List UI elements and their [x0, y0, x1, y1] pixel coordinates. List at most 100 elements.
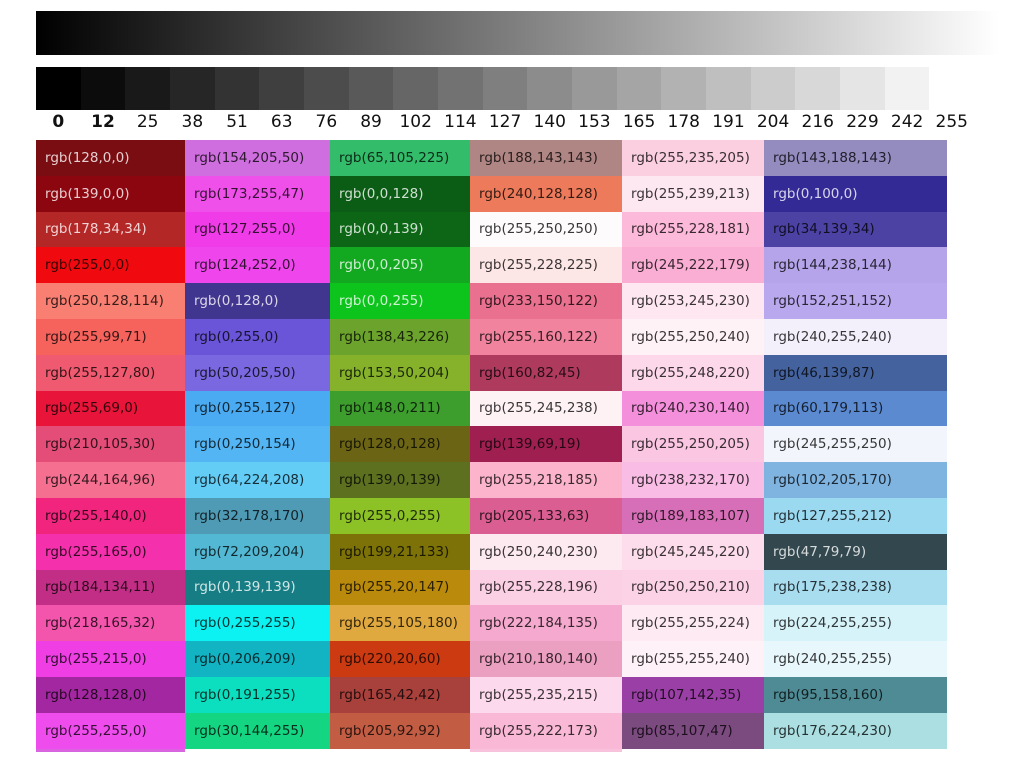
color-cell-label: rgb(0,100,0): [773, 185, 858, 202]
color-cell: rgb(175,238,238): [764, 569, 947, 606]
clipped-color-cell: [470, 748, 622, 753]
color-cell-label: rgb(139,69,19): [479, 436, 581, 453]
color-cell: rgb(64,224,208): [185, 462, 330, 498]
color-cell: rgb(189,183,107): [622, 497, 764, 534]
gray-step-label: 127: [488, 112, 522, 132]
color-cell: rgb(0,0,139): [330, 211, 470, 248]
color-cell: rgb(245,245,220): [622, 533, 764, 570]
gray-step-label: 76: [315, 112, 338, 132]
color-cell-label: rgb(143,188,143): [773, 149, 892, 166]
gray-step-label: 165: [622, 112, 656, 132]
color-cell-label: rgb(189,183,107): [631, 507, 750, 524]
gray-step-label: 140: [533, 112, 566, 132]
color-cell: rgb(255,215,0): [36, 641, 185, 677]
color-cell-label: rgb(95,158,160): [773, 686, 884, 703]
color-cell-label: rgb(255,140,0): [45, 507, 147, 524]
color-cell: rgb(0,191,255): [185, 676, 330, 713]
gray-step-label: 191: [712, 112, 745, 132]
color-cell-label: rgb(0,255,255): [194, 615, 296, 632]
color-cell-label: rgb(210,180,140): [479, 651, 598, 668]
clipped-color-cell: [36, 748, 185, 753]
color-cell: rgb(255,0,255): [330, 497, 470, 534]
gray-step-label: 204: [756, 112, 790, 132]
color-cell: rgb(244,164,96): [36, 462, 185, 498]
color-cell-label: rgb(255,250,240): [631, 328, 750, 345]
color-cell-label: rgb(46,139,87): [773, 364, 875, 381]
color-cell: rgb(152,251,152): [764, 283, 947, 319]
color-cell: rgb(139,0,0): [36, 175, 185, 212]
color-cell: rgb(184,134,11): [36, 569, 185, 606]
grid-column: rgb(255,235,205) rgb(255,239,213) rgb(255,…: [622, 140, 764, 749]
gray-step-label: 102: [399, 112, 432, 132]
grid-column: rgb(65,105,225) rgb(0,0,128) rgb(0,0,139) r…: [330, 140, 470, 749]
color-cell-label: rgb(65,105,225): [339, 149, 450, 166]
color-cell: rgb(85,107,47): [622, 712, 764, 749]
color-cell-label: rgb(128,128,0): [45, 686, 147, 703]
color-cell-label: rgb(250,250,210): [631, 579, 750, 596]
gray-step: [616, 67, 662, 110]
color-cell-label: rgb(199,21,133): [339, 543, 450, 560]
color-cell-label: rgb(160,82,45): [479, 364, 581, 381]
gray-step: [795, 67, 841, 110]
color-cell-label: rgb(205,133,63): [479, 507, 590, 524]
color-cell-label: rgb(255,105,180): [339, 615, 458, 632]
color-cell-label: rgb(128,0,0): [45, 149, 130, 166]
color-cell: rgb(139,69,19): [470, 426, 622, 463]
color-cell: rgb(0,0,205): [330, 247, 470, 284]
gray-step: [36, 67, 81, 110]
color-cell: rgb(107,142,35): [622, 676, 764, 713]
color-cell-label: rgb(255,228,196): [479, 579, 598, 596]
color-cell-label: rgb(255,248,220): [631, 364, 750, 381]
color-cell-label: rgb(153,50,204): [339, 364, 450, 381]
gray-step: [304, 67, 349, 110]
color-cell-label: rgb(250,240,230): [479, 543, 598, 560]
grayscale-gradient-bar: [36, 11, 999, 55]
color-cell: rgb(255,255,240): [622, 641, 764, 677]
grayscale-step-bar: [36, 67, 975, 110]
color-cell: rgb(60,179,113): [764, 390, 947, 427]
gray-step-label: 51: [226, 112, 248, 132]
gray-step-label: 38: [181, 112, 204, 132]
color-cell-label: rgb(72,209,204): [194, 543, 305, 560]
color-cell: rgb(250,240,230): [470, 533, 622, 570]
color-cell: rgb(0,255,0): [185, 318, 330, 355]
color-cell-label: rgb(255,239,213): [631, 185, 750, 202]
gray-step-label: 229: [846, 112, 879, 132]
color-cell: rgb(255,99,71): [36, 318, 185, 355]
color-cell: rgb(245,222,179): [622, 247, 764, 284]
color-cell-label: rgb(245,255,250): [773, 436, 892, 453]
color-cell: rgb(255,239,213): [622, 175, 764, 212]
color-cell: rgb(255,160,122): [470, 318, 622, 355]
color-cell-label: rgb(34,139,34): [773, 221, 875, 238]
color-cell: rgb(0,255,255): [185, 605, 330, 642]
color-cell-label: rgb(218,165,32): [45, 615, 156, 632]
color-cell-label: rgb(220,20,60): [339, 651, 441, 668]
color-cell: rgb(255,165,0): [36, 533, 185, 570]
color-cell-label: rgb(0,0,139): [339, 221, 424, 238]
color-cell-label: rgb(245,245,220): [631, 543, 750, 560]
color-cell-label: rgb(148,0,211): [339, 400, 441, 417]
color-cell-label: rgb(178,34,34): [45, 221, 147, 238]
color-cell: rgb(255,255,224): [622, 605, 764, 642]
color-cell: rgb(255,250,205): [622, 426, 764, 463]
color-cell-label: rgb(85,107,47): [631, 722, 733, 739]
color-cell-label: rgb(205,92,92): [339, 722, 441, 739]
color-cell-label: rgb(0,206,209): [194, 651, 296, 668]
color-cell: rgb(255,69,0): [36, 390, 185, 427]
color-cell-label: rgb(255,250,250): [479, 221, 598, 238]
color-cell-label: rgb(138,43,226): [339, 328, 450, 345]
color-cell: rgb(255,140,0): [36, 497, 185, 534]
color-cell-label: rgb(165,42,42): [339, 686, 441, 703]
color-cell: rgb(253,245,230): [622, 283, 764, 319]
color-cell-label: rgb(0,255,127): [194, 400, 296, 417]
color-cell: rgb(233,150,122): [470, 283, 622, 319]
color-cell-label: rgb(175,238,238): [773, 579, 892, 596]
color-cell: rgb(188,143,143): [470, 140, 622, 176]
color-cell: rgb(127,255,212): [764, 497, 947, 534]
color-cell: rgb(240,255,255): [764, 641, 947, 677]
gray-step-label: 25: [136, 112, 159, 132]
color-cell-label: rgb(255,20,147): [339, 579, 450, 596]
grid-column: rgb(188,143,143) rgb(240,128,128) rgb(255,…: [470, 140, 622, 749]
color-cell-label: rgb(154,205,50): [194, 149, 305, 166]
